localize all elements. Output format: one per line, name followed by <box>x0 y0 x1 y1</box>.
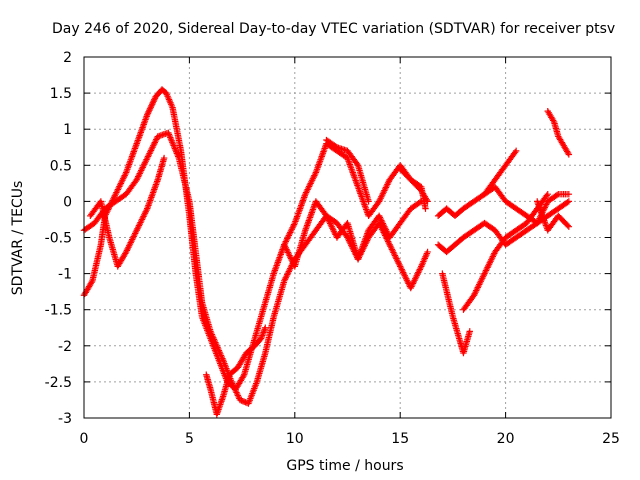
y-tick-label: 1 <box>63 122 72 138</box>
data-point <box>146 105 154 112</box>
data-point <box>231 384 238 392</box>
series-track-m <box>544 107 573 158</box>
tick-labels: 0 5 10 15 20 25 -3 -2.5 -2 -1.5 -1 -0.5 0 0.5 1 1.5 2 <box>45 50 620 447</box>
series-track-n <box>534 198 573 234</box>
data-point <box>565 198 573 205</box>
data-point <box>424 248 431 256</box>
data-point <box>416 199 424 206</box>
plot-frame <box>83 56 612 419</box>
data-point <box>565 151 573 158</box>
y-tick-label: -2.5 <box>45 375 72 391</box>
data-point <box>88 279 95 286</box>
y-tick-label: -2 <box>58 339 72 355</box>
data-point <box>466 328 473 335</box>
data-markers <box>80 86 573 418</box>
series-track-l <box>481 147 520 198</box>
data-point <box>553 191 561 199</box>
series-track-j <box>439 270 473 357</box>
x-tick-label: 15 <box>391 431 409 447</box>
data-point <box>418 198 425 205</box>
y-tick-label: 2 <box>63 50 72 66</box>
y-tick-label: -3 <box>58 411 72 427</box>
series-track-i <box>434 198 573 256</box>
y-tick-label: 1.5 <box>50 86 72 102</box>
data-point <box>240 372 247 380</box>
data-point <box>232 387 239 395</box>
data-point <box>146 107 153 114</box>
data-point <box>564 199 571 206</box>
data-point <box>147 104 154 111</box>
series-track-f <box>323 136 372 205</box>
data-point <box>231 386 239 393</box>
series-track-d <box>203 324 269 418</box>
series-track-c <box>87 154 168 270</box>
data-point <box>424 198 431 205</box>
data-point <box>229 381 237 389</box>
data-point <box>234 392 242 399</box>
x-tick-label: 25 <box>602 431 620 447</box>
series-track-h <box>434 183 573 227</box>
data-point <box>148 102 155 109</box>
data-point <box>565 190 573 198</box>
series-track-e <box>281 198 425 270</box>
y-tick-label: 0.5 <box>50 158 72 174</box>
data-point <box>149 99 157 106</box>
series-track-g <box>397 165 431 205</box>
data-point <box>233 389 240 396</box>
data-point <box>145 108 152 115</box>
data-point <box>564 149 572 157</box>
data-point <box>422 205 429 212</box>
data-point <box>235 393 242 401</box>
data-point <box>144 111 151 118</box>
series-track-b <box>80 129 431 407</box>
x-tick-label: 10 <box>286 431 304 447</box>
data-point <box>512 147 520 155</box>
data-point <box>564 222 571 229</box>
data-point <box>144 110 152 117</box>
y-tick-label: -1 <box>58 267 72 283</box>
data-point <box>148 101 156 108</box>
x-tick-label: 20 <box>497 431 515 447</box>
data-point <box>236 396 244 404</box>
x-axis-label: GPS time / hours <box>286 458 403 474</box>
data-point <box>565 223 573 230</box>
data-point <box>332 143 339 150</box>
data-point <box>238 397 245 404</box>
data-point <box>150 98 157 105</box>
x-tick-label: 5 <box>185 431 194 447</box>
data-point <box>160 154 168 162</box>
x-tick-label: 0 <box>80 431 89 447</box>
data-point <box>151 96 158 103</box>
data-point <box>239 397 247 405</box>
y-tick-label: -1.5 <box>45 303 72 319</box>
chart-title: Day 246 of 2020, Sidereal Day-to-day VTE… <box>52 21 615 37</box>
y-tick-label: 0 <box>63 194 72 210</box>
data-point <box>543 192 550 199</box>
data-point <box>262 324 269 331</box>
y-axis-label: SDTVAR / TECUs <box>10 181 26 296</box>
data-point <box>230 383 237 390</box>
data-point <box>511 149 519 156</box>
y-tick-label: -0.5 <box>45 231 72 247</box>
data-point <box>233 390 241 398</box>
data-point <box>365 198 372 205</box>
data-point <box>544 190 551 198</box>
